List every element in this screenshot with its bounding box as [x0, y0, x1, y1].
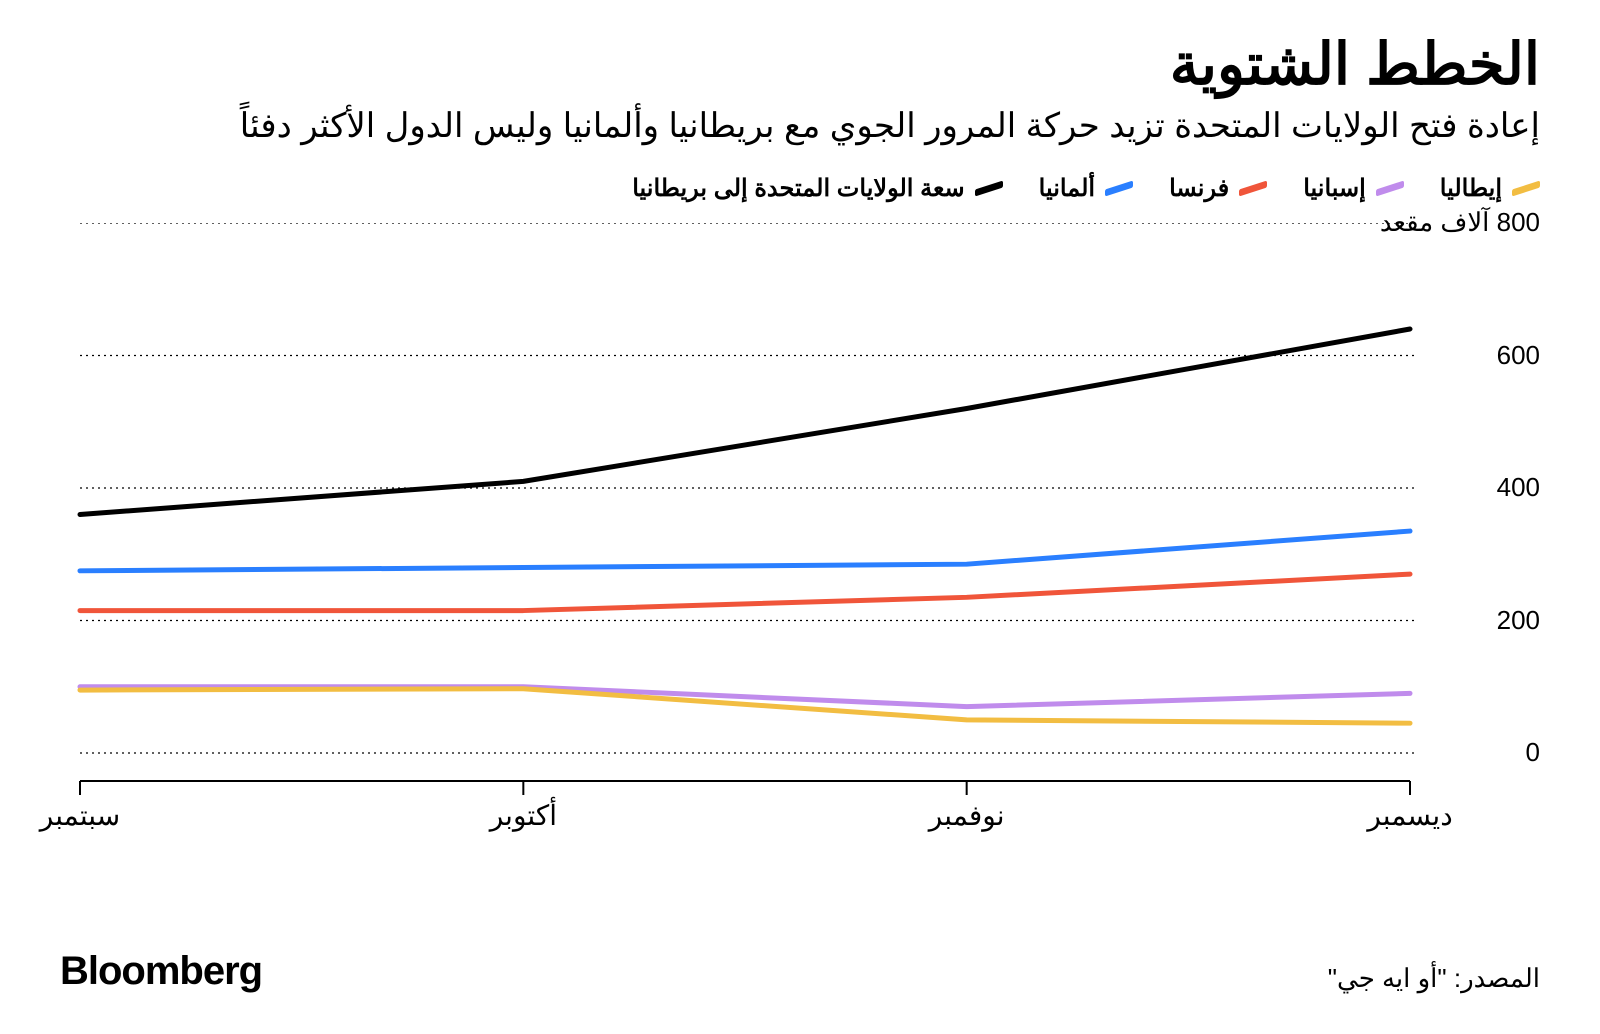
x-tick-label: نوفمبر: [929, 799, 1005, 832]
legend-swatch: [1376, 181, 1404, 197]
chart-subtitle: إعادة فتح الولايات المتحدة تزيد حركة الم…: [60, 104, 1540, 148]
x-tick-label: ديسمبر: [1367, 799, 1452, 832]
y-tick-label: 0: [1526, 737, 1540, 768]
brand-logo: Bloomberg: [60, 949, 262, 994]
x-tick-label: سبتمبر: [40, 799, 120, 832]
legend-item: سعة الولايات المتحدة إلى بريطانيا: [632, 174, 1002, 203]
legend-item: فرنسا: [1169, 174, 1267, 203]
legend-label: ألمانيا: [1039, 174, 1095, 203]
legend-label: سعة الولايات المتحدة إلى بريطانيا: [632, 174, 964, 203]
legend-item: إسبانيا: [1303, 174, 1404, 203]
x-tick-label: أكتوبر: [490, 799, 557, 832]
chart-legend: إيطاليا إسبانيا فرنسا ألمانيا سعة الولايات ا…: [60, 174, 1540, 203]
legend-swatch: [1239, 181, 1267, 197]
legend-swatch: [975, 181, 1003, 197]
chart-area: 0200400600800 آلاف مقعدسبتمبرأكتوبرنوفمب…: [60, 223, 1540, 833]
chart-svg: [60, 223, 1540, 833]
legend-item: ألمانيا: [1039, 174, 1133, 203]
y-tick-label: 800 آلاف مقعد: [1380, 207, 1540, 238]
chart-source: المصدر: "أو ايه جي": [1328, 963, 1540, 994]
legend-swatch: [1105, 181, 1133, 197]
y-tick-label: 400: [1497, 472, 1540, 503]
y-tick-label: 200: [1497, 605, 1540, 636]
y-tick-label: 600: [1497, 340, 1540, 371]
legend-label: إيطاليا: [1440, 174, 1502, 203]
chart-title: الخطط الشتوية: [60, 30, 1540, 98]
legend-swatch: [1512, 181, 1540, 197]
legend-label: إسبانيا: [1303, 174, 1366, 203]
legend-item: إيطاليا: [1440, 174, 1540, 203]
legend-label: فرنسا: [1169, 174, 1229, 203]
